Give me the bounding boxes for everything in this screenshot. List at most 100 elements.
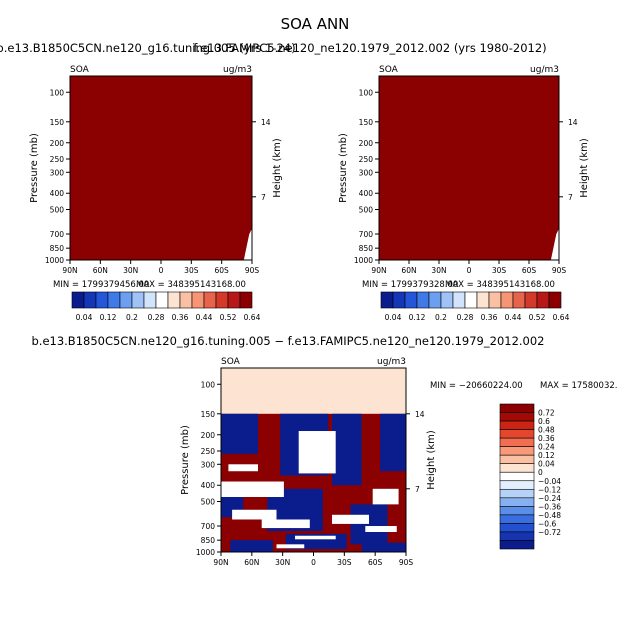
negative-region (361, 542, 406, 552)
y-tick-label: 250 (359, 155, 374, 164)
y-tick-label: 700 (50, 230, 65, 239)
near-zero-region (295, 535, 336, 540)
colorbar-swatch (499, 412, 535, 422)
negative-region (332, 413, 362, 486)
colorbar-label: 0.44 (505, 313, 522, 322)
colorbar-swatch (512, 291, 526, 309)
colorbar-label: −0.24 (538, 494, 561, 503)
colorbar-label: 0.52 (529, 313, 546, 322)
y-tick-label: 850 (201, 536, 216, 545)
x-tick-label: 0 (311, 558, 316, 567)
colorbar-swatch (499, 403, 535, 413)
variable-label: SOA (70, 65, 90, 75)
x-tick-label: 60S (522, 266, 537, 275)
y-tick-label: 250 (201, 447, 216, 456)
y-tick-label: 400 (359, 189, 374, 198)
colorbar-label: 0.36 (538, 434, 555, 443)
colorbar-label: 0.36 (481, 313, 498, 322)
y-tick-label: 200 (50, 139, 65, 148)
colorbar-swatch (155, 291, 169, 309)
filled-field (70, 76, 252, 260)
near-zero-region (276, 544, 305, 549)
colorbar-label: 0.64 (553, 313, 570, 322)
y-axis-label: Pressure (mb) (338, 133, 349, 203)
colorbar-swatch (143, 291, 157, 309)
negative-region (380, 413, 406, 472)
max-value: MAX = 348395143168.00 (136, 280, 246, 290)
y-tick-label: 400 (50, 189, 65, 198)
negative-region (221, 413, 258, 454)
colorbar-swatch (404, 291, 418, 309)
units-label: ug/m3 (530, 65, 559, 75)
y-axis-right-label: Height (km) (426, 430, 437, 490)
colorbar-swatch (524, 291, 538, 309)
colorbar-2: 0.04 0.12 0.2 0.28 0.36 0.44 0.52 0.64 (380, 291, 570, 322)
x-tick-label: 60N (93, 266, 108, 275)
colorbar-label: 0.48 (538, 426, 555, 435)
colorbar-label: 0.12 (409, 313, 426, 322)
x-tick-label: 30S (337, 558, 352, 567)
colorbar-label: 0.04 (76, 313, 93, 322)
near-zero-region (228, 464, 258, 472)
y-tick-label: 850 (50, 244, 65, 253)
colorbar-swatch (476, 291, 490, 309)
colorbar-swatch (499, 540, 535, 550)
colorbar-label: 0.28 (148, 313, 165, 322)
colorbar-swatch (499, 514, 535, 524)
y-tick-label: 200 (359, 139, 374, 148)
colorbar-swatch (203, 291, 217, 309)
colorbar-label: 0.12 (100, 313, 117, 322)
colorbar-swatch (499, 497, 535, 507)
x-tick-label: 90N (213, 558, 228, 567)
height-tick-label: 14 (261, 118, 271, 127)
colorbar-label: −0.36 (538, 502, 561, 511)
colorbar-swatch (499, 454, 535, 465)
x-tick-label: 60N (244, 558, 259, 567)
min-value: MIN = 1799379456.00 (53, 280, 149, 290)
colorbar-swatch (499, 437, 535, 447)
y-tick-label: 300 (201, 460, 216, 469)
colorbar-swatch (488, 291, 502, 309)
colorbar-label: 0.2 (435, 313, 447, 322)
panel-title: b.e13.B1850C5CN.ne120_g16.tuning.005 (yr… (0, 41, 296, 55)
near-zero-region (221, 481, 284, 497)
colorbar-label: 0.36 (172, 313, 189, 322)
colorbar-swatch (131, 291, 145, 309)
colorbar-swatch (548, 291, 562, 309)
y-tick-label: 700 (201, 522, 216, 531)
colorbar-label: 0.52 (220, 313, 237, 322)
colorbar-1: 0.04 0.12 0.2 0.28 0.36 0.44 0.52 0.64 (71, 291, 261, 322)
max-value: MAX = 348395143168.00 (445, 280, 555, 290)
x-tick-label: 90S (552, 266, 567, 275)
colorbar-swatch (107, 291, 121, 309)
colorbar-label: −0.12 (538, 485, 561, 494)
min-value: MIN = 1799379328.00 (362, 280, 458, 290)
y-tick-label: 700 (359, 230, 374, 239)
near-zero-region (232, 509, 277, 520)
x-tick-label: 30N (275, 558, 290, 567)
y-axis-right-label: Height (km) (272, 138, 283, 198)
colorbar-swatch (536, 291, 550, 309)
y-axis-label: Pressure (mb) (29, 133, 40, 203)
negative-region (230, 540, 273, 552)
panel-2: 100 150 200 250 300 400 500 700 850 1000 14 7 90N 60N… (193, 41, 590, 290)
x-tick-label: 0 (159, 266, 164, 275)
colorbar-top: 0.04 0.12 0.2 0.28 0.36 0.44 0.52 0.64 0.04 0.12 0… (71, 291, 570, 322)
y-tick-label: 150 (201, 410, 216, 419)
y-tick-label: 100 (359, 88, 374, 97)
colorbar-swatch (380, 291, 394, 309)
y-tick-label: 500 (50, 206, 65, 215)
height-tick-label: 14 (568, 118, 578, 127)
colorbar-label: 0.6 (538, 417, 550, 426)
colorbar-swatch (167, 291, 181, 309)
colorbar-swatch (499, 523, 535, 533)
figure-title: SOA ANN (281, 15, 350, 33)
x-tick-label: 60S (368, 558, 383, 567)
colorbar-swatch (499, 506, 535, 516)
colorbar-label: 0.04 (538, 460, 555, 469)
colorbar-swatch (499, 429, 535, 439)
colorbar-swatch (179, 291, 193, 309)
x-tick-label: 30N (431, 266, 446, 275)
